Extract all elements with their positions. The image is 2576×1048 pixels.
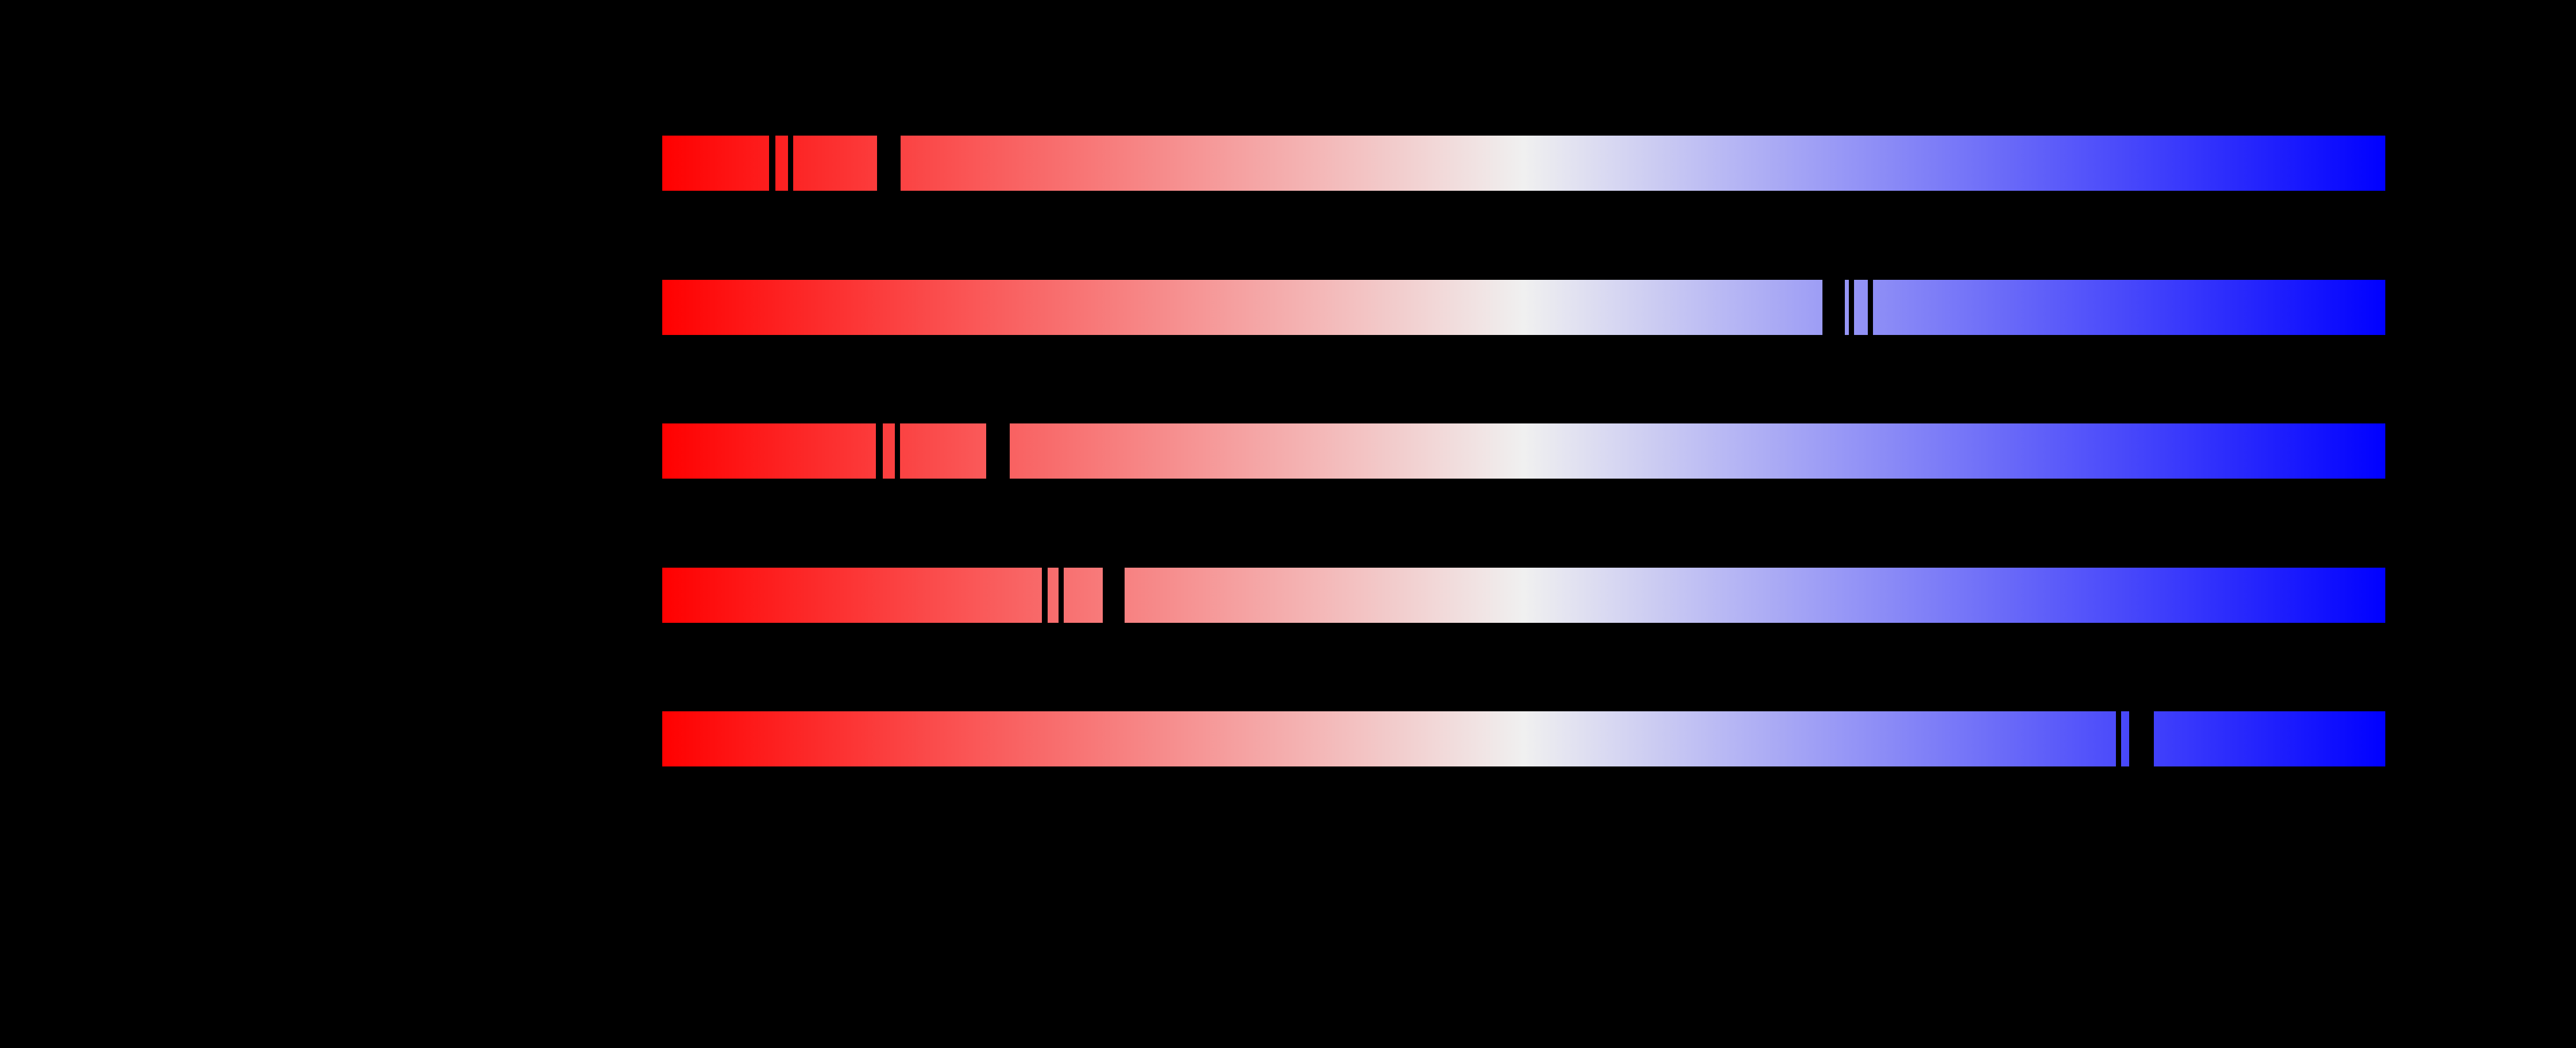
gradient-bar-track[interactable] (662, 136, 2385, 191)
bar-gradient-fill (662, 136, 2385, 191)
bar-gradient-fill (662, 280, 2385, 335)
bar-segment-break (1059, 568, 1064, 623)
bar-gradient-fill (662, 568, 2385, 623)
bar-segment-break (1103, 568, 1125, 623)
bar-segment-break (788, 136, 793, 191)
bar-segment-break (895, 423, 900, 479)
gradient-bar-track[interactable] (662, 280, 2385, 335)
gradient-bar-track[interactable] (662, 711, 2385, 766)
bar-segment-break (1042, 568, 1048, 623)
gradient-bar-track[interactable] (662, 423, 2385, 479)
bar-segment-break (1868, 280, 1873, 335)
bar-segment-break (1822, 280, 1845, 335)
bar-segment-break (877, 136, 901, 191)
bar-segment-break (2116, 711, 2121, 766)
bar-segment-break (769, 136, 775, 191)
gradient-bar-track[interactable] (662, 568, 2385, 623)
bar-segment-break (2129, 711, 2154, 766)
bar-gradient-fill (662, 423, 2385, 479)
bar-segment-break (876, 423, 883, 479)
bar-gradient-fill (662, 711, 2385, 766)
bar-segment-break (986, 423, 1010, 479)
bar-segment-break (1849, 280, 1854, 335)
